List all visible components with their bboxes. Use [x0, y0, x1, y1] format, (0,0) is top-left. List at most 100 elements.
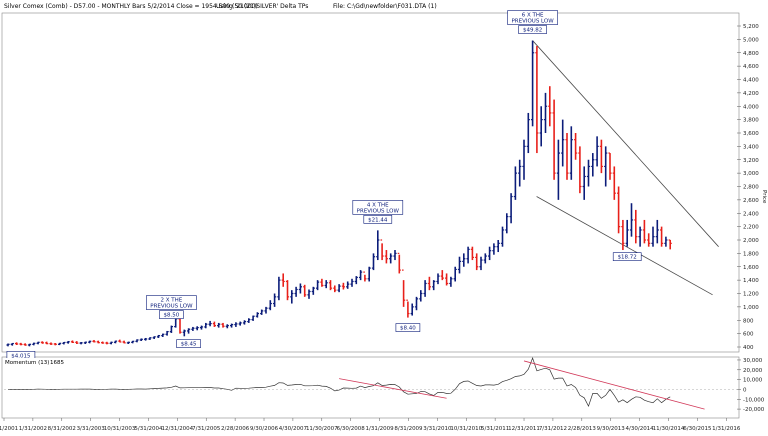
- ohlc-bar: [139, 338, 143, 341]
- price-y-tick-label: 1,200: [743, 292, 759, 298]
- ohlc-bar: [470, 246, 474, 261]
- x-tick-label: 3/31/2003: [77, 426, 106, 432]
- ohlc-bar: [165, 330, 169, 336]
- ohlc-bar: [389, 253, 393, 264]
- ohlc-bar: [204, 322, 208, 329]
- price-y-tick-label: 1,600: [743, 265, 759, 271]
- x-tick-label: 5/31/2011: [481, 426, 509, 432]
- annotation: $8.40: [395, 323, 421, 332]
- ohlc-bar: [58, 342, 62, 346]
- ohlc-bar: [19, 342, 23, 346]
- ohlc-bar: [242, 320, 247, 325]
- x-tick-label: 4/30/2007: [279, 426, 308, 432]
- ohlc-bar: [638, 226, 642, 247]
- ohlc-bar: [346, 281, 350, 289]
- ohlc-bar: [535, 46, 539, 154]
- x-tick-label: 1/31/2002: [19, 426, 47, 432]
- annotation-text-box: [507, 10, 558, 25]
- price-y-tick-label: 2,800: [743, 185, 759, 191]
- ohlc-bar: [316, 280, 320, 291]
- momentum-line: [4, 356, 737, 410]
- ohlc-bar: [354, 276, 358, 285]
- ohlc-bar: [608, 152, 612, 180]
- ohlc-bar: [591, 153, 595, 177]
- x-tick-label: 3/31/2010: [423, 426, 452, 432]
- momentum-y-tick-label: 20,000: [743, 368, 763, 374]
- ohlc-bar: [363, 271, 367, 282]
- annotation-value-box: [395, 323, 421, 332]
- annotation-text-box: [146, 295, 197, 310]
- momentum-y-tick-label: 0: [743, 387, 747, 393]
- ohlc-bar: [651, 226, 655, 247]
- ohlc-bar: [552, 99, 556, 180]
- ohlc-bar: [561, 119, 565, 167]
- ohlc-bar: [320, 278, 324, 287]
- ohlc-bar: [113, 340, 118, 344]
- annotation-text: PREVIOUS LOW: [511, 19, 554, 25]
- ohlc-bar: [466, 246, 470, 264]
- momentum-y-tick-label: -10,000: [743, 397, 765, 403]
- ohlc-bar: [230, 323, 234, 328]
- x-tick-label: 11/30/2007: [306, 426, 338, 432]
- ohlc-bar: [427, 276, 431, 291]
- price-y-tick-label: 2,000: [743, 238, 759, 244]
- annotation-text: 4 X THE: [367, 202, 389, 208]
- annotation-value: $21.44: [368, 217, 388, 223]
- ohlc-bar: [543, 92, 548, 133]
- ohlc-bar: [32, 342, 36, 346]
- ohlc-bar: [126, 341, 130, 344]
- price-y-tick-label: 1,000: [743, 305, 759, 311]
- x-tick-label: 7/31/2012: [539, 426, 567, 432]
- ohlc-bar: [178, 318, 182, 334]
- ohlc-bar: [419, 290, 423, 302]
- ohlc-bar: [40, 341, 44, 344]
- annotation-value: $4.015: [11, 353, 31, 359]
- ohlc-bar: [513, 166, 517, 200]
- ohlc-bar: [617, 186, 621, 234]
- annotation-value: $8.45: [181, 342, 197, 348]
- ohlc-bar: [337, 284, 341, 293]
- price-y-tick-label: 3,600: [743, 131, 759, 137]
- ohlc-bar: [234, 322, 238, 327]
- momentum-label: Momentum (13): [5, 360, 49, 366]
- price-y-tick-label: 3,400: [743, 144, 759, 150]
- annotation-text: PREVIOUS LOW: [357, 208, 400, 214]
- ohlc-bar: [251, 315, 255, 321]
- x-tick-label: 7/31/2005: [192, 426, 221, 432]
- x-tick-label: 8/31/2002: [48, 426, 76, 432]
- ohlc-bar: [238, 321, 242, 326]
- ohlc-bar: [66, 340, 70, 344]
- ohlc-bar: [311, 286, 315, 295]
- price-bars: [6, 40, 672, 347]
- ohlc-bar: [642, 219, 646, 244]
- ohlc-bar: [556, 139, 560, 200]
- annotation-value-box: [176, 339, 201, 348]
- ohlc-bar: [49, 342, 53, 345]
- ohlc-bar: [260, 309, 264, 315]
- ohlc-bar: [445, 273, 449, 286]
- ohlc-bar: [367, 266, 371, 282]
- ohlc-bar: [629, 203, 634, 237]
- trend-lines: [532, 40, 719, 296]
- ohlc-bar: [655, 219, 659, 244]
- x-tick-label: 12/31/2011: [508, 426, 540, 432]
- indicator-text: Using '21(21)SILVER' Delta TPs: [216, 3, 308, 10]
- momentum-value: 1685: [50, 360, 64, 366]
- ohlc-bar: [518, 159, 522, 187]
- ohlc-bar: [6, 343, 10, 347]
- momentum-panel-border: [1, 356, 740, 419]
- ohlc-bar: [483, 253, 487, 264]
- x-tick-label: 10/31/2010: [450, 426, 482, 432]
- ohlc-bar: [625, 219, 629, 247]
- price-panel-border: [1, 12, 740, 353]
- ohlc-bar: [285, 280, 290, 301]
- ohlc-bar: [586, 159, 591, 187]
- ohlc-bar: [660, 226, 664, 247]
- ohlc-bar: [152, 336, 156, 339]
- ohlc-bar: [376, 230, 380, 261]
- ohlc-bar: [277, 276, 281, 301]
- ohlc-bar: [264, 306, 268, 314]
- ohlc-bar: [604, 146, 608, 187]
- ohlc-bar: [45, 341, 49, 345]
